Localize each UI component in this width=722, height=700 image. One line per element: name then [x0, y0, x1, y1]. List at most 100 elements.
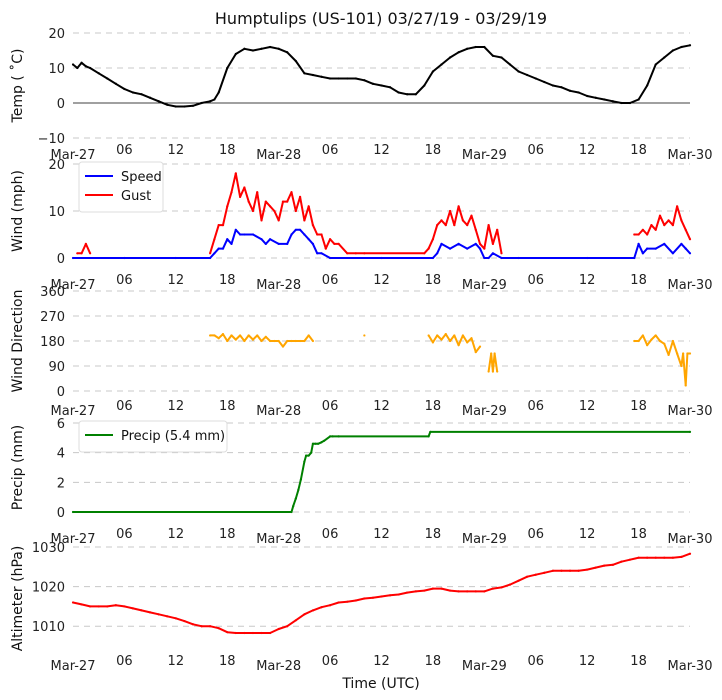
y-tick-label: 4 [57, 447, 65, 462]
y-tick-label: 1010 [32, 620, 65, 635]
data-point [654, 334, 657, 337]
x-tick-label: 06 [527, 143, 544, 158]
series-temp [72, 44, 691, 108]
data-point [577, 91, 580, 94]
data-point [491, 587, 495, 590]
data-point [586, 568, 589, 571]
data-point [307, 334, 310, 337]
y-tick-label: 180 [40, 335, 65, 350]
data-point [251, 233, 255, 236]
y-tick-label: 20 [48, 158, 65, 173]
series-altimeter [72, 552, 691, 634]
x-tick-label: Mar-27 [51, 278, 96, 293]
data-point [371, 82, 375, 85]
data-point [303, 72, 306, 75]
data-point [633, 256, 636, 260]
data-point [466, 247, 469, 250]
legend-label: Speed [121, 170, 162, 185]
data-point [131, 607, 135, 610]
x-tick-label: 12 [579, 654, 596, 669]
data-point [286, 242, 289, 245]
data-point [371, 596, 375, 599]
data-point [680, 219, 683, 222]
data-point [431, 70, 435, 73]
data-point [688, 44, 692, 47]
x-tick-label: 12 [373, 273, 390, 288]
data-point [191, 623, 195, 626]
data-point [493, 352, 496, 355]
data-point [543, 571, 546, 574]
x-tick-label: 06 [116, 527, 133, 542]
data-point [286, 200, 289, 203]
data-point [346, 600, 349, 603]
data-point [457, 51, 460, 54]
data-point [290, 233, 293, 236]
data-point [268, 238, 272, 241]
data-point [311, 442, 315, 445]
series-speed [73, 228, 691, 259]
x-tick-label: Mar-30 [668, 659, 713, 674]
y-axis-label: Temp ( ˚C) [9, 49, 26, 124]
data-point [213, 238, 216, 241]
data-point [444, 224, 447, 227]
data-point [466, 590, 469, 593]
data-point [346, 252, 349, 255]
x-tick-label: 06 [116, 399, 133, 414]
data-point [328, 604, 332, 607]
data-point [680, 364, 683, 368]
data-point [363, 79, 366, 82]
data-point [688, 352, 692, 355]
data-point [440, 63, 443, 66]
data-point [256, 191, 259, 194]
data-point [436, 252, 439, 255]
data-point [174, 256, 177, 260]
data-point [247, 200, 250, 203]
data-point [397, 91, 400, 94]
data-point [213, 252, 216, 255]
data-point [688, 430, 692, 433]
data-point [658, 339, 662, 343]
data-point [333, 242, 336, 245]
data-point [311, 73, 315, 77]
data-point [226, 238, 229, 241]
x-tick-label: 12 [168, 399, 185, 414]
data-point [380, 595, 383, 598]
data-point [76, 252, 79, 255]
data-point [628, 101, 632, 105]
data-point [620, 560, 623, 563]
data-point [71, 601, 75, 604]
data-point [508, 583, 512, 586]
x-tick-label: 18 [219, 143, 236, 158]
data-point [474, 590, 477, 593]
data-point [320, 252, 323, 255]
panel-wind: 0 10 20 Mar-27 06 12 18 Mar-28 06 12 18 Mar-29 06 12 1… [10, 158, 712, 293]
data-point [311, 242, 315, 245]
data-point [646, 233, 649, 236]
data-point [654, 247, 657, 250]
data-point [71, 510, 75, 514]
x-tick-label: 12 [579, 143, 596, 158]
data-point [311, 609, 315, 612]
data-point [448, 56, 452, 59]
data-point [303, 339, 306, 343]
panel-temp: −10 0 10 20 Mar-27 06 12 18 Mar-28 06 12 18 Mar-29 06… [9, 27, 712, 163]
data-point [243, 186, 246, 189]
x-tick-label: 18 [630, 273, 647, 288]
data-point [496, 370, 499, 373]
data-point [490, 352, 493, 355]
data-point [440, 587, 443, 590]
data-point [314, 442, 317, 445]
data-point [568, 89, 572, 92]
data-point [304, 454, 308, 457]
data-point [277, 47, 280, 50]
data-point [264, 242, 267, 245]
x-tick-label: Mar-28 [256, 278, 301, 293]
data-point [431, 341, 435, 344]
x-tick-label: Mar-27 [51, 148, 96, 163]
x-tick-label: 18 [219, 527, 236, 542]
x-tick-label: 18 [630, 143, 647, 158]
data-point [470, 214, 473, 217]
data-point [406, 591, 409, 594]
data-point [247, 334, 250, 337]
